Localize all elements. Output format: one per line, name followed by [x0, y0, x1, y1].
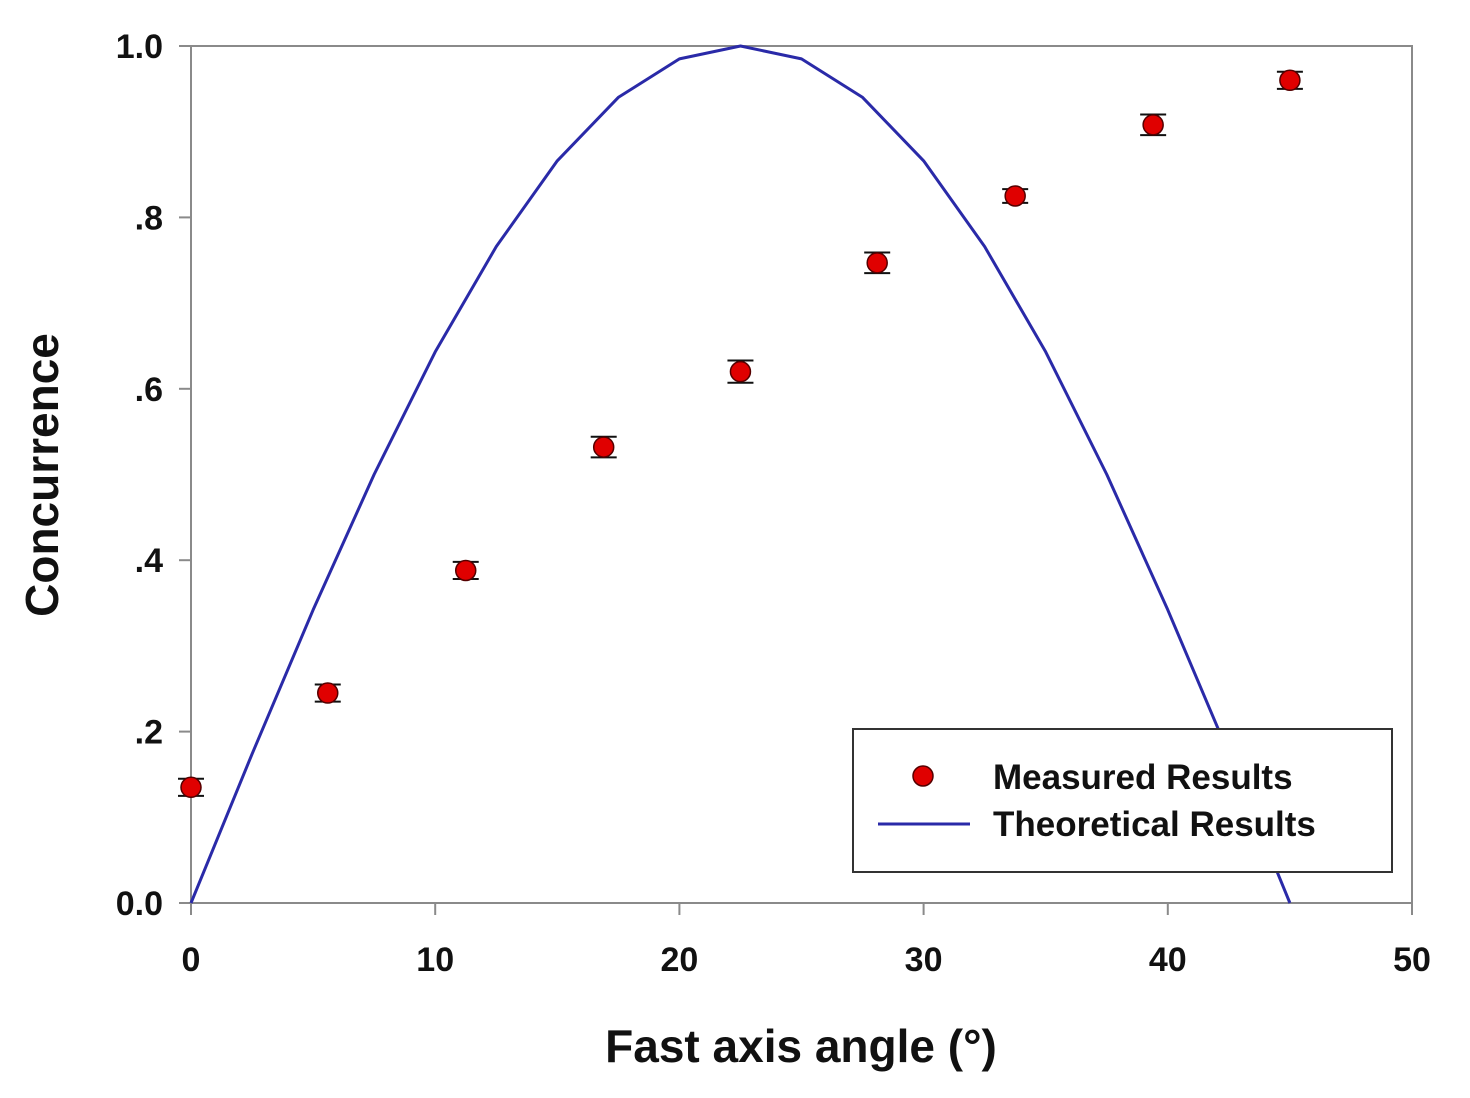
measured-point: [590, 435, 617, 459]
point-marker: [1142, 114, 1164, 136]
point-marker: [317, 682, 339, 704]
measured-point: [178, 776, 204, 799]
y-tick-label: .6: [135, 371, 163, 409]
point-marker: [180, 776, 202, 799]
legend-box: [852, 728, 1393, 873]
legend-label-measured: Measured Results: [993, 758, 1293, 797]
y-tick-label: 0.0: [116, 885, 163, 923]
point-marker: [592, 436, 615, 458]
point-marker: [866, 252, 888, 274]
x-axis-title: Fast axis angle (°): [605, 1020, 997, 1072]
point-marker: [1004, 185, 1026, 207]
measured-point: [1276, 69, 1303, 92]
x-tick-label: 0: [182, 941, 201, 979]
point-marker: [1279, 69, 1301, 92]
y-tick-label: .8: [135, 199, 163, 237]
theoretical-line: [189, 44, 1292, 904]
legend-label-theoretical: Theoretical Results: [993, 805, 1316, 844]
measured-series: [178, 69, 1303, 799]
y-axis: 0.0 .2 .4 .6 .8 1.0: [116, 28, 191, 923]
measured-point: [864, 251, 891, 275]
x-tick-label: 30: [905, 941, 943, 979]
y-tick-label: .2: [135, 714, 163, 752]
point-marker: [729, 360, 752, 383]
measured-point: [314, 682, 341, 704]
legend: Measured Results Theoretical Results: [852, 728, 1393, 873]
x-tick-label: 20: [660, 941, 698, 979]
y-tick-label: .4: [135, 542, 163, 580]
theoretical-series: [189, 44, 1292, 904]
x-tick-label: 40: [1149, 941, 1187, 979]
legend-marker-measured: [912, 765, 934, 787]
measured-point: [1002, 185, 1029, 207]
y-axis-title: Concurrence: [16, 333, 68, 617]
x-tick-label: 10: [416, 941, 454, 979]
measured-point: [452, 559, 479, 582]
measured-point: [727, 359, 754, 384]
x-tick-label: 50: [1393, 941, 1431, 979]
y-tick-label: 1.0: [116, 28, 163, 66]
x-axis: 0 10 20 30 40 50: [182, 903, 1431, 979]
measured-point: [1140, 113, 1167, 137]
point-marker: [454, 559, 477, 582]
